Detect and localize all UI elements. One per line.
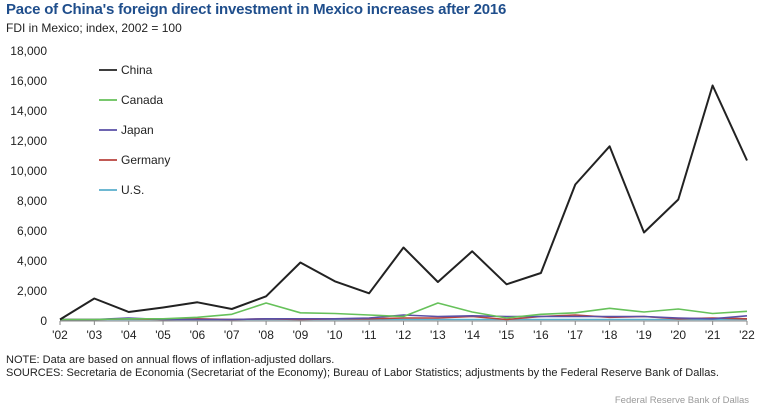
series-line-japan [60, 314, 748, 321]
x-tick-label: '18 [602, 328, 618, 342]
legend-label-us: U.S. [121, 183, 144, 197]
chart-series [59, 84, 748, 321]
y-tick-label: 8,000 [17, 194, 47, 208]
x-tick-label: '02 [52, 328, 68, 342]
y-tick-label: 12,000 [10, 134, 47, 148]
chart-subtitle: FDI in Mexico; index, 2002 = 100 [6, 21, 182, 35]
chart-title: Pace of China's foreign direct investmen… [6, 1, 507, 18]
x-tick-label: '15 [499, 328, 515, 342]
x-tick-label: '22 [739, 328, 755, 342]
y-tick-label: 6,000 [17, 224, 47, 238]
y-tick-label: 16,000 [10, 74, 47, 88]
y-tick-label: 0 [40, 314, 47, 328]
x-tick-label: '14 [464, 328, 480, 342]
credit-text: Federal Reserve Bank of Dallas [614, 395, 749, 406]
x-tick-label: '21 [705, 328, 721, 342]
x-tick-label: '06 [190, 328, 206, 342]
x-tick-label: '19 [636, 328, 652, 342]
x-tick-label: '10 [327, 328, 343, 342]
x-tick-label: '17 [567, 328, 583, 342]
y-tick-label: 10,000 [10, 164, 47, 178]
y-tick-label: 14,000 [10, 104, 47, 118]
legend-label-japan: Japan [121, 123, 154, 137]
x-tick-label: '16 [533, 328, 549, 342]
y-tick-label: 18,000 [10, 44, 47, 58]
note-text: NOTE: Data are based on annual flows of … [6, 354, 335, 366]
sources-text: SOURCES: Secretaria de Economia (Secreta… [6, 367, 719, 379]
x-tick-label: '08 [258, 328, 274, 342]
chart-axes: 0 2,000 4,000 6,000 8,000 10,000 12,000 14,000 1… [10, 44, 755, 342]
legend-label-germany: Germany [121, 153, 170, 167]
series-line-china [59, 84, 748, 321]
x-tick-label: '20 [670, 328, 686, 342]
chart-legend: China Canada Japan Germany U.S. [99, 63, 170, 197]
x-tick-label: '07 [224, 328, 240, 342]
x-tick-label: '11 [362, 328, 377, 342]
legend-label-china: China [121, 63, 153, 77]
legend-label-canada: Canada [121, 93, 163, 107]
x-tick-label: '12 [396, 328, 412, 342]
chart-notes: NOTE: Data are based on annual flows of … [6, 354, 751, 380]
series-line-canada [60, 302, 748, 321]
x-tick-label: '04 [121, 328, 137, 342]
x-tick-label: '09 [293, 328, 309, 342]
y-tick-label: 4,000 [17, 254, 47, 268]
y-tick-label: 2,000 [17, 284, 47, 298]
x-tick-label: '05 [155, 328, 171, 342]
x-tick-label: '13 [430, 328, 446, 342]
x-tick-label: '03 [87, 328, 103, 342]
